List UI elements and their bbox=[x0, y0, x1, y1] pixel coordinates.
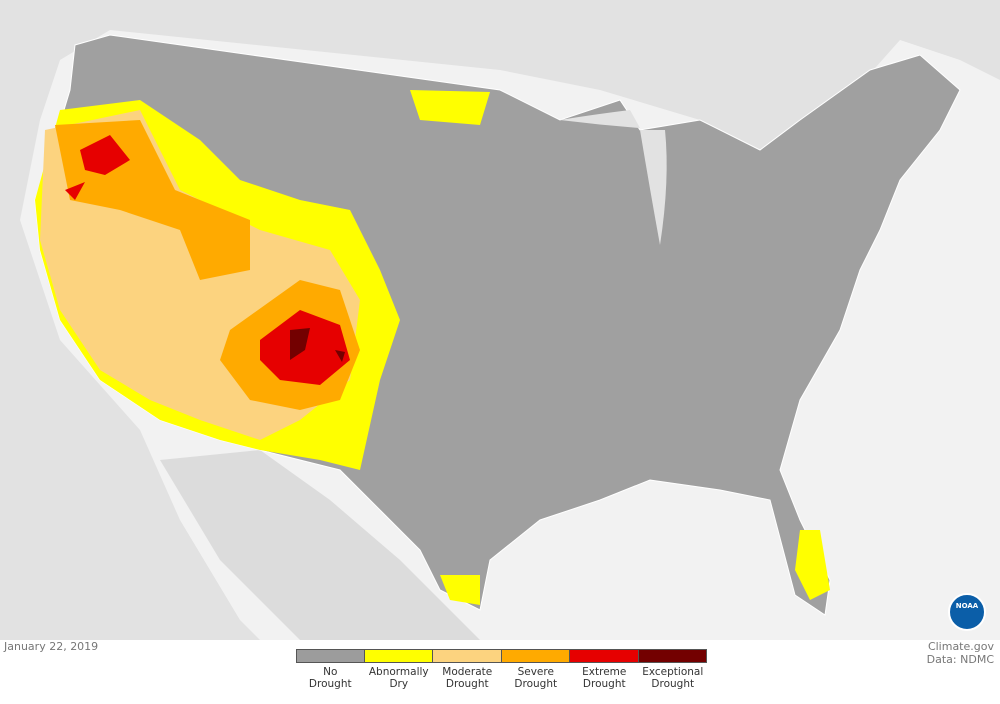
legend-item: Abnormally Dry bbox=[364, 649, 433, 690]
legend-item: Extreme Drought bbox=[570, 649, 639, 690]
legend-item: Moderate Drought bbox=[433, 649, 502, 690]
legend-swatch bbox=[296, 649, 365, 663]
legend-swatch bbox=[364, 649, 433, 663]
legend-label: Severe Drought bbox=[514, 666, 558, 690]
legend-swatch bbox=[570, 649, 639, 663]
noaa-logo bbox=[948, 593, 986, 631]
legend-label: Moderate Drought bbox=[442, 666, 493, 690]
land-outside bbox=[0, 0, 1000, 640]
legend-swatch bbox=[433, 649, 502, 663]
credit-source: Climate.gov bbox=[927, 640, 994, 653]
credit-data: Data: NDMC bbox=[926, 653, 994, 666]
lake-michigan bbox=[640, 130, 667, 245]
date: January 22, 2019 bbox=[4, 640, 99, 653]
legend-item: Severe Drought bbox=[501, 649, 570, 690]
legend-label: Exceptional Drought bbox=[642, 666, 704, 690]
map: NOAA bbox=[0, 0, 1000, 640]
drought-d3 bbox=[65, 135, 350, 385]
legend-label: No Drought bbox=[308, 666, 352, 690]
legend-label: Abnormally Dry bbox=[368, 666, 429, 690]
credit: Climate.gov Data: NDMC bbox=[927, 640, 994, 666]
lake-superior bbox=[560, 110, 640, 128]
legend-item: Exceptional Drought bbox=[638, 649, 707, 690]
mexico bbox=[160, 450, 480, 640]
logo-text: NOAA bbox=[956, 602, 979, 610]
legend-swatch bbox=[638, 649, 707, 663]
legend: No Drought Abnormally Dry Moderate Drought… bbox=[296, 649, 707, 690]
legend-label: Extreme Drought bbox=[582, 666, 627, 690]
legend-swatch bbox=[501, 649, 570, 663]
drought-d4 bbox=[290, 328, 345, 362]
legend-item: No Drought bbox=[296, 649, 365, 690]
